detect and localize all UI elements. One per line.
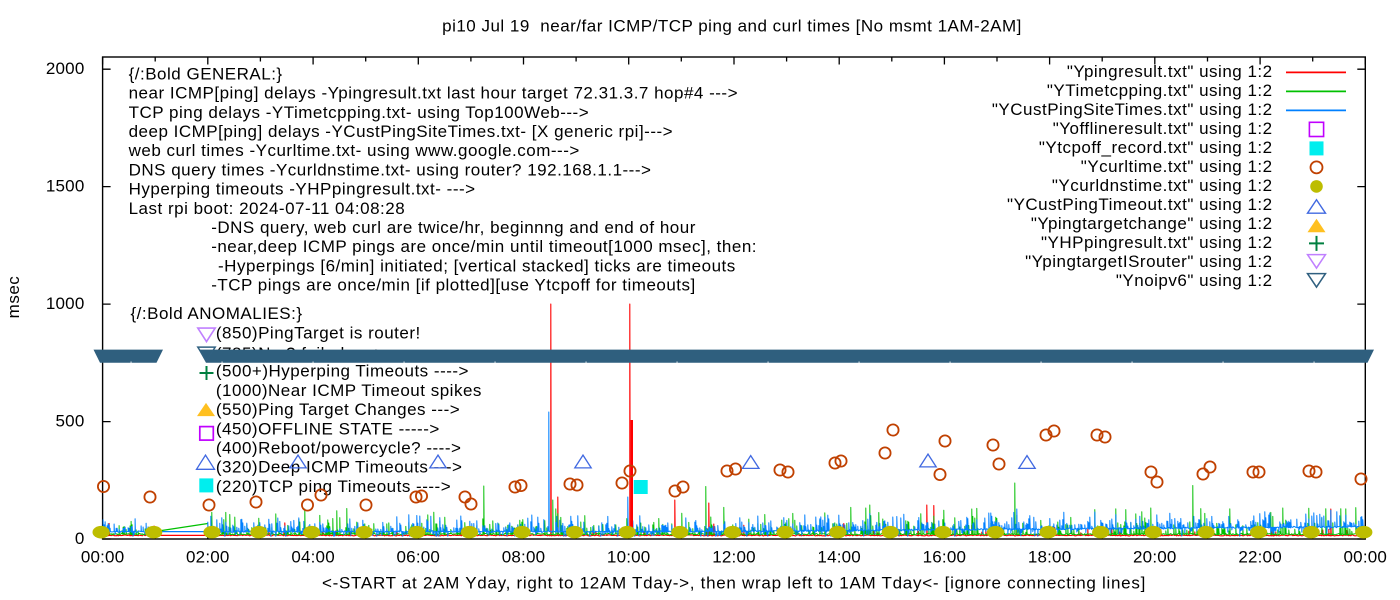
svg-text:TCP ping delays -YTimetcpping.: TCP ping delays -YTimetcpping.txt- using… (129, 103, 590, 122)
svg-text:"YTimetcpping.txt" using 1:2: "YTimetcpping.txt" using 1:2 (1047, 81, 1273, 100)
svg-text:"Ycurltime.txt" using 1:2: "Ycurltime.txt" using 1:2 (1081, 157, 1273, 176)
svg-text:Last rpi boot: 2024-07-11 04:0: Last rpi boot: 2024-07-11 04:08:28 (129, 199, 406, 218)
svg-text:14:00: 14:00 (817, 547, 861, 566)
svg-text:msec: msec (4, 276, 23, 319)
svg-text:"YCustPingTimeout.txt" using 1: "YCustPingTimeout.txt" using 1:2 (1007, 195, 1273, 214)
svg-text:{/:Bold GENERAL:}: {/:Bold GENERAL:} (129, 64, 283, 83)
svg-text:22:00: 22:00 (1238, 547, 1282, 566)
svg-text:04:00: 04:00 (291, 547, 335, 566)
svg-text:web curl times -Ycurltime.txt-: web curl times -Ycurltime.txt- using www… (128, 141, 580, 160)
svg-text:-Hyperpings [6/min] initiated;: -Hyperpings [6/min] initiated; [vertical… (218, 256, 736, 275)
svg-text:(320)Deep ICMP Timeouts --->: (320)Deep ICMP Timeouts ---> (216, 458, 463, 477)
svg-text:-near,deep ICMP pings are once: -near,deep ICMP pings are once/min until… (211, 237, 757, 256)
svg-text:(450)OFFLINE STATE ----->: (450)OFFLINE STATE -----> (216, 419, 440, 438)
svg-text:(220)TCP ping Timeouts ---->: (220)TCP ping Timeouts ----> (216, 477, 451, 496)
svg-text:(1000)Near ICMP Timeout spikes: (1000)Near ICMP Timeout spikes (216, 381, 482, 400)
svg-text:16:00: 16:00 (923, 547, 967, 566)
svg-text:500: 500 (56, 411, 85, 430)
svg-text:00:00: 00:00 (1344, 547, 1388, 566)
svg-text:near ICMP[ping] delays -Ypingr: near ICMP[ping] delays -Ypingresult.txt … (129, 84, 738, 103)
svg-text:deep ICMP[ping] delays -YCustP: deep ICMP[ping] delays -YCustPingSiteTim… (129, 122, 673, 141)
svg-text:DNS query times -Ycurldnstime.: DNS query times -Ycurldnstime.txt- using… (129, 160, 652, 179)
svg-text:08:00: 08:00 (502, 547, 546, 566)
svg-text:"Ytcpoff_record.txt" using 1:2: "Ytcpoff_record.txt" using 1:2 (1039, 138, 1273, 157)
svg-text:1500: 1500 (46, 176, 85, 195)
svg-text:12:00: 12:00 (712, 547, 756, 566)
svg-text:Hyperping timeouts -YHPpingres: Hyperping timeouts -YHPpingresult.txt- -… (129, 180, 476, 199)
svg-text:<-START at 2AM Yday, right to: <-START at 2AM Yday, right to 12AM Tday-… (322, 574, 1146, 593)
svg-text:02:00: 02:00 (186, 547, 230, 566)
svg-text:"YCustPingSiteTimes.txt" using: "YCustPingSiteTimes.txt" using 1:2 (992, 100, 1273, 119)
svg-text:0: 0 (75, 529, 85, 548)
svg-text:(500+)Hyperping Timeouts ---->: (500+)Hyperping Timeouts ----> (216, 362, 469, 381)
svg-text:pi10 Jul 19 near/far ICMP/TCP: pi10 Jul 19 near/far ICMP/TCP ping and c… (442, 17, 1022, 36)
svg-text:20:00: 20:00 (1133, 547, 1177, 566)
svg-text:2000: 2000 (46, 59, 85, 78)
svg-text:-DNS query, web curl are twice: -DNS query, web curl are twice/hr, begin… (211, 218, 696, 237)
svg-text:"Yofflineresult.txt" using 1:2: "Yofflineresult.txt" using 1:2 (1053, 119, 1273, 138)
svg-text:06:00: 06:00 (397, 547, 441, 566)
svg-text:(400)Reboot/powercycle? ---->: (400)Reboot/powercycle? ----> (216, 439, 462, 458)
svg-text:"Ynoipv6" using 1:2: "Ynoipv6" using 1:2 (1116, 271, 1273, 290)
svg-text:"Ycurldnstime.txt" using 1:2: "Ycurldnstime.txt" using 1:2 (1052, 176, 1273, 195)
svg-text:"Ypingresult.txt" using 1:2: "Ypingresult.txt" using 1:2 (1067, 62, 1273, 81)
svg-text:"YHPpingresult.txt" using 1:2: "YHPpingresult.txt" using 1:2 (1041, 233, 1273, 252)
svg-text:-TCP pings are once/min [if pl: -TCP pings are once/min [if plotted][use… (211, 276, 696, 295)
svg-text:10:00: 10:00 (607, 547, 651, 566)
svg-text:(550)Ping Target Changes --->: (550)Ping Target Changes ---> (216, 400, 460, 419)
svg-text:"YpingtargetISrouter" using 1:: "YpingtargetISrouter" using 1:2 (1025, 252, 1272, 271)
svg-text:{/:Bold ANOMALIES:}: {/:Bold ANOMALIES:} (131, 304, 303, 323)
svg-text:1000: 1000 (46, 294, 85, 313)
svg-text:"Ypingtargetchange" using 1:2: "Ypingtargetchange" using 1:2 (1031, 214, 1273, 233)
svg-text:00:00: 00:00 (81, 547, 125, 566)
svg-text:18:00: 18:00 (1028, 547, 1072, 566)
svg-text:(850)PingTarget is router!: (850)PingTarget is router! (216, 323, 421, 342)
